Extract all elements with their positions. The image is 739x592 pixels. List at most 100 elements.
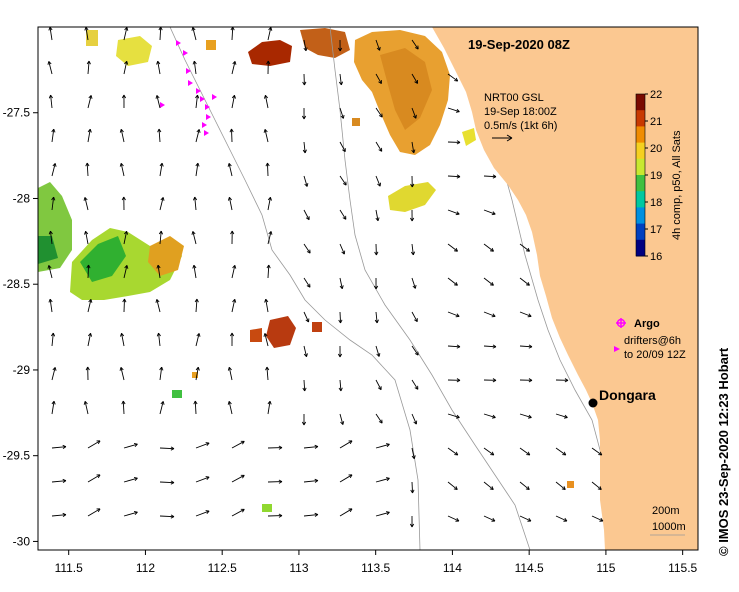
current-vector — [158, 129, 161, 143]
scale-arrow — [492, 134, 513, 142]
current-vector-head — [119, 163, 122, 167]
current-vector — [158, 333, 161, 347]
current-vector-head — [454, 250, 458, 252]
current-vector-head — [84, 231, 87, 235]
current-vector-head — [228, 401, 232, 405]
current-vector-head — [234, 95, 236, 99]
current-vector-head — [123, 196, 126, 201]
current-vector-head — [97, 440, 101, 445]
current-vector-head — [121, 332, 125, 337]
current-vector — [411, 311, 418, 322]
current-vector — [519, 311, 532, 317]
current-vector-head — [232, 299, 236, 303]
sst-patch-red-small — [250, 328, 262, 342]
current-vector-head — [378, 149, 382, 152]
current-vector — [228, 163, 233, 177]
colorbar-segment — [636, 207, 645, 225]
colorbar-segment — [636, 191, 645, 208]
current-vector — [159, 163, 163, 177]
current-vector-head — [158, 230, 162, 235]
current-vector-head — [305, 47, 308, 51]
current-vector — [195, 129, 200, 143]
current-vector-head — [227, 367, 230, 371]
current-vector — [265, 299, 269, 313]
current-vector-head — [302, 149, 306, 154]
current-vector — [157, 61, 161, 75]
current-vector-head — [52, 332, 56, 337]
current-vector-head — [456, 142, 461, 145]
current-vector — [195, 442, 210, 449]
current-vector-head — [270, 231, 273, 235]
current-vector-head — [349, 440, 353, 445]
current-vector-head — [267, 60, 271, 65]
current-vector — [87, 299, 92, 313]
current-vector — [375, 39, 381, 51]
current-vector-head — [85, 230, 89, 235]
current-vector-head — [456, 414, 460, 418]
current-vector — [85, 231, 89, 245]
current-vector-head — [263, 129, 266, 133]
current-vector — [591, 481, 602, 490]
current-vector-head — [158, 27, 162, 31]
current-vector — [51, 446, 66, 449]
current-vector-head — [489, 488, 494, 491]
current-vector-head — [265, 298, 269, 303]
current-vector-head — [263, 95, 266, 99]
current-vector-head — [90, 95, 93, 99]
current-vector — [231, 440, 245, 449]
current-vector — [123, 27, 128, 41]
current-vector-head — [303, 47, 307, 52]
current-vector — [231, 27, 234, 41]
current-vector — [447, 481, 458, 490]
current-vector-head — [160, 230, 164, 235]
current-vector-head — [120, 129, 124, 133]
current-vector — [192, 231, 197, 245]
current-vector — [192, 27, 197, 41]
current-vector — [339, 141, 346, 152]
current-vector-head — [97, 508, 101, 513]
current-vector — [375, 443, 390, 449]
current-vector-head — [231, 94, 235, 99]
current-vector-head — [84, 401, 88, 405]
dongara-marker — [588, 398, 598, 408]
current-vector — [447, 447, 459, 456]
sst-patch-small-nw — [86, 30, 98, 46]
sst-patch-tiny-green — [172, 390, 182, 398]
current-vector-head — [303, 81, 307, 86]
current-vector — [519, 277, 530, 286]
current-vector-head — [456, 108, 460, 113]
drifters-line-1: drifters@6h — [624, 335, 681, 347]
current-vector-head — [88, 95, 92, 99]
y-tick-label: -27.5 — [3, 106, 31, 120]
current-vector-head — [266, 60, 269, 65]
current-vector — [519, 345, 533, 348]
current-vector-head — [414, 353, 419, 356]
current-vector-head — [120, 333, 122, 337]
current-vector — [84, 401, 89, 415]
sst-patch-north-top — [300, 28, 350, 58]
current-vector-head — [564, 379, 569, 383]
current-vector-head — [563, 417, 568, 419]
current-vector-head — [490, 250, 494, 252]
current-vector — [231, 265, 236, 279]
sst-patch-yellow-coast — [462, 128, 476, 146]
current-vector-head — [564, 414, 568, 418]
current-vector-head — [527, 247, 530, 252]
current-vector-head — [228, 163, 232, 167]
current-vector — [483, 209, 496, 215]
current-vector-head — [85, 27, 89, 31]
current-vector-head — [124, 298, 127, 303]
current-vector — [156, 299, 161, 313]
current-vector-head — [342, 183, 347, 186]
current-vector-head — [410, 489, 413, 494]
current-vector-head — [234, 265, 237, 269]
current-vector — [123, 61, 128, 75]
current-vector — [122, 400, 125, 415]
current-vector — [411, 107, 417, 119]
colorbar-tick-label: 20 — [650, 143, 662, 155]
credit-label: © IMOS 23-Sep-2020 12:23 Hobart — [716, 347, 731, 556]
current-vector — [591, 515, 604, 522]
current-vector-head — [338, 81, 342, 86]
current-vector-head — [267, 196, 271, 201]
current-vector-head — [340, 81, 344, 86]
